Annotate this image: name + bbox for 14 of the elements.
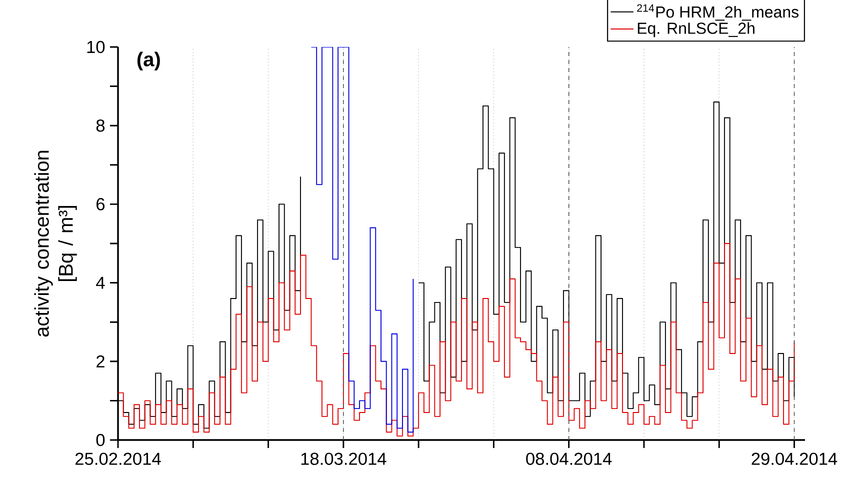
x-tick-label: 29.04.2014 xyxy=(752,452,838,465)
annotation: (a) xyxy=(137,52,160,70)
y-tick-label: 0 xyxy=(96,434,105,446)
y-axis-title: activity concentration [Bq / m³] xyxy=(34,150,77,337)
y-tick-label: 10 xyxy=(87,40,105,54)
y-tick-label: 6 xyxy=(96,198,105,210)
legend-label: $^{214}$Po HRM_2h_means xyxy=(637,4,799,21)
y-tick-label: 8 xyxy=(96,119,105,132)
x-tick-label: 08.04.2014 xyxy=(526,452,612,465)
legend-label: Eq. RnLSCE_2h xyxy=(638,22,754,38)
x-tick-label: 18.03.2014 xyxy=(301,452,386,465)
y-tick-label: 4 xyxy=(96,276,105,289)
x-tick-label: 25.02.2014 xyxy=(76,452,161,465)
y-tick-label: 2 xyxy=(96,355,104,368)
